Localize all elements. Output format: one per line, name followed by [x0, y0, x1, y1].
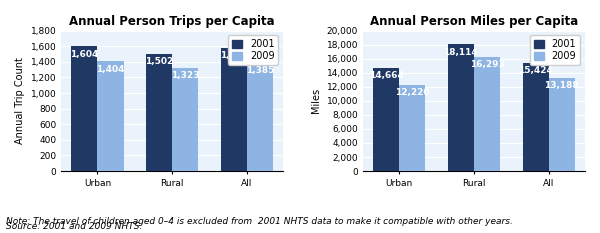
Legend: 2001, 2009: 2001, 2009 — [229, 35, 278, 65]
Y-axis label: Annual Trip Count: Annual Trip Count — [15, 57, 25, 144]
Bar — [172, 68, 199, 171]
Text: 1,604: 1,604 — [70, 50, 98, 59]
Text: 1,385: 1,385 — [246, 66, 274, 75]
Title: Annual Person Trips per Capita: Annual Person Trips per Capita — [70, 15, 275, 28]
Text: 1,323: 1,323 — [171, 71, 199, 80]
Text: 14,664: 14,664 — [368, 71, 404, 80]
Bar — [448, 44, 474, 171]
Text: 15,424: 15,424 — [518, 66, 553, 75]
Bar — [549, 79, 575, 171]
Text: Note: The travel of children aged 0–4 is excluded from  2001 NHTS data to make i: Note: The travel of children aged 0–4 is… — [6, 217, 513, 226]
Bar — [399, 85, 425, 171]
Title: Annual Person Miles per Capita: Annual Person Miles per Capita — [370, 15, 578, 28]
Text: 13,188: 13,188 — [545, 81, 579, 90]
Text: Source: 2001 and 2009 NHTS.: Source: 2001 and 2009 NHTS. — [6, 222, 142, 231]
Bar — [146, 54, 172, 171]
Text: 18,114: 18,114 — [443, 48, 478, 57]
Legend: 2001, 2009: 2001, 2009 — [530, 35, 580, 65]
Text: 12,220: 12,220 — [395, 88, 430, 97]
Bar — [71, 46, 97, 171]
Y-axis label: Miles: Miles — [311, 88, 321, 113]
Bar — [247, 63, 273, 171]
Bar — [221, 48, 247, 171]
Bar — [523, 63, 549, 171]
Text: 1,502: 1,502 — [145, 57, 173, 66]
Bar — [373, 68, 399, 171]
Bar — [97, 62, 124, 171]
Text: 16,293: 16,293 — [470, 60, 505, 69]
Text: 1,404: 1,404 — [96, 65, 125, 74]
Text: 1,581: 1,581 — [220, 51, 248, 60]
Bar — [474, 57, 500, 171]
